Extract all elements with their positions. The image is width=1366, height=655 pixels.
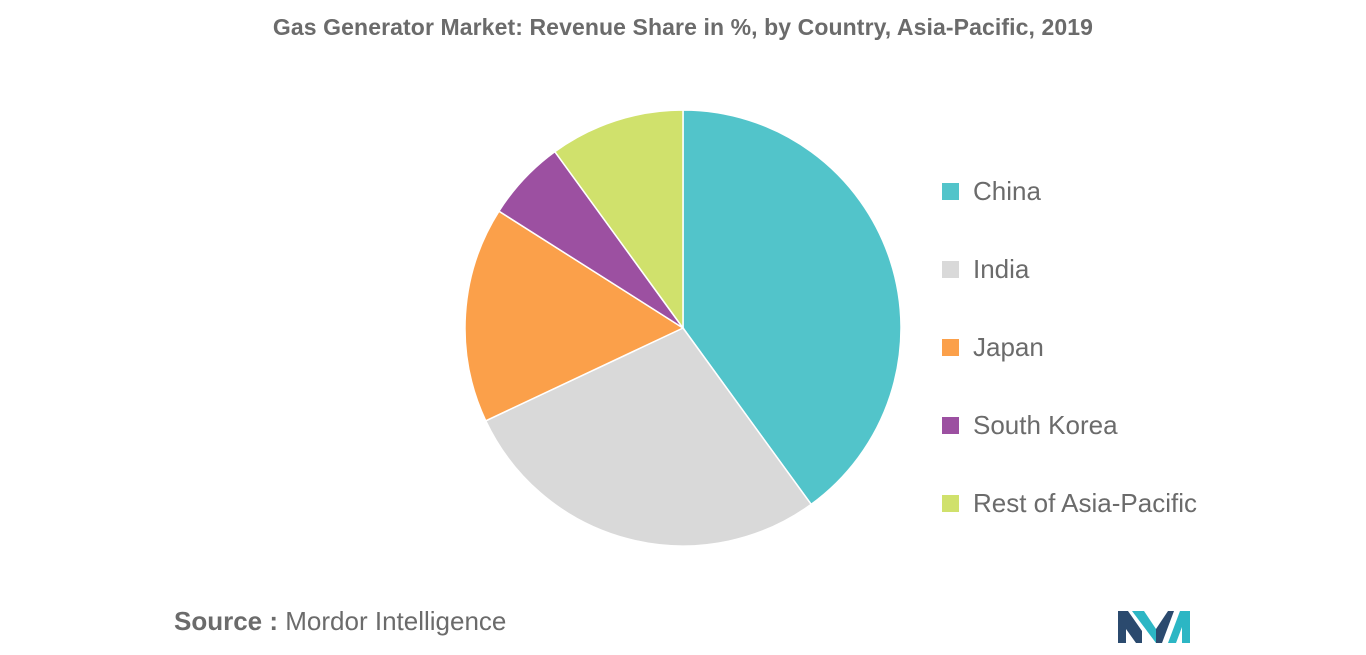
legend-label-south-korea: South Korea (973, 409, 1118, 440)
legend-swatch-rest-of-asia-pacific (942, 494, 959, 512)
legend-swatch-south-korea (942, 416, 959, 434)
chart-title: Gas Generator Market: Revenue Share in %… (272, 14, 1094, 40)
source-note: Source : Mordor Intelligence (174, 606, 506, 637)
pie-slice-rest-of-asia-pacific (553, 109, 684, 331)
legend-item-japan: Japan (942, 308, 1197, 386)
mordor-intelligence-logo-icon (1118, 611, 1190, 643)
pie-slice-japan (464, 210, 685, 422)
legend-swatch-india (942, 260, 959, 278)
legend-item-india: India (942, 230, 1197, 308)
legend-item-south-korea: South Korea (942, 386, 1197, 464)
legend-swatch-japan (942, 338, 959, 356)
legend-item-rest-of-asia-pacific: Rest of Asia-Pacific (942, 464, 1197, 542)
pie-slice-india (484, 327, 813, 547)
legend-label-rest-of-asia-pacific: Rest of Asia-Pacific (973, 487, 1197, 518)
source-prefix: Source : (174, 606, 279, 636)
legend-label-japan: Japan (973, 331, 1044, 362)
source-text: Mordor Intelligence (285, 606, 507, 636)
pie-slice-china (682, 109, 902, 506)
legend-item-china: China (942, 152, 1197, 230)
legend-label-china: China (973, 175, 1041, 206)
legend-swatch-china (942, 182, 959, 200)
legend-label-india: India (973, 253, 1030, 284)
chart-legend: China India Japan South Korea Rest of Asia-P… (942, 152, 1197, 542)
